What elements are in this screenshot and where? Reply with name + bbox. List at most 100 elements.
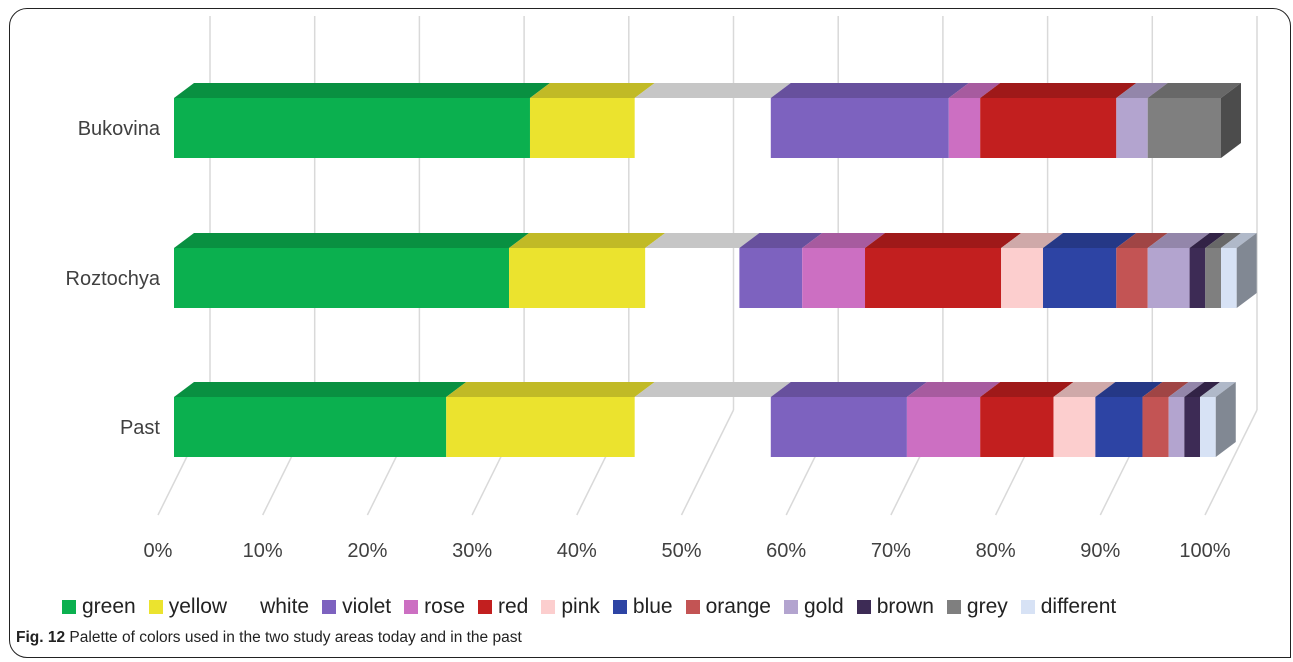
bar-top-violet [770, 83, 969, 98]
bar-top-white [634, 83, 791, 98]
bar-top-yellow [446, 382, 655, 397]
bar-gold [1147, 248, 1190, 308]
legend-swatch [322, 600, 337, 614]
x-tick-label: 80% [976, 540, 1016, 562]
category-label: Roztochya [66, 268, 161, 290]
bar-top-white [645, 233, 760, 248]
x-tick-label: 50% [661, 540, 701, 562]
bar-top-blue [1095, 382, 1163, 397]
bar-top-different [1200, 382, 1236, 397]
bar-top-pink [1053, 382, 1116, 397]
bar-top-green [174, 233, 530, 248]
legend-swatch [783, 600, 798, 614]
bar-gold [1168, 397, 1185, 457]
x-tick-label: 90% [1080, 540, 1120, 562]
bar-green [174, 248, 510, 308]
legend-item-white: white [240, 595, 309, 619]
legend-label: rose [424, 595, 465, 618]
category-label: Bukovina [78, 118, 161, 140]
legend-swatch [685, 600, 700, 614]
bar-top-rose [948, 83, 1001, 98]
legend-label: gold [803, 595, 844, 618]
bar-end-different [1236, 233, 1257, 308]
legend-item-red: red [478, 595, 528, 619]
bar-top-orange [1116, 233, 1168, 248]
bar-violet [770, 397, 907, 457]
legend-item-brown: brown [856, 595, 934, 619]
bar-rose [906, 397, 981, 457]
bar-top-violet [739, 233, 823, 248]
bar-top-grey [1147, 83, 1241, 98]
bar-red [980, 98, 1117, 158]
bar-pink [1001, 248, 1044, 308]
bar-rose [948, 98, 981, 158]
figure-caption: Fig. 12 Palette of colors used in the tw… [16, 629, 522, 647]
bar-top-brown [1189, 233, 1226, 248]
x-tick-label: 100% [1179, 540, 1230, 562]
bar-red [865, 248, 1002, 308]
legend-item-rose: rose [404, 595, 465, 619]
legend-item-different: different [1020, 595, 1116, 619]
legend-swatch [856, 600, 871, 614]
legend-label: violet [342, 595, 392, 618]
bar-rose [802, 248, 866, 308]
bar-top-yellow [529, 83, 655, 98]
legend-swatch [612, 600, 627, 614]
legend-item-yellow: yellow [148, 595, 228, 619]
bar-top-rose [802, 233, 886, 248]
bar-gold [1116, 98, 1148, 158]
legend: green yellow white violet rose red pink blue ora… [62, 592, 1129, 622]
legend-label: blue [632, 595, 673, 618]
bar-brown [1189, 248, 1206, 308]
legend-swatch [62, 600, 76, 614]
legend-item-pink: pink [541, 595, 600, 619]
bar-top-yellow [509, 233, 666, 248]
legend-item-violet: violet [322, 595, 391, 619]
bar-top-red [980, 382, 1074, 397]
figure-frame [9, 8, 1291, 658]
bar-grey [1205, 248, 1221, 308]
bar-top-red [980, 83, 1137, 98]
x-tick-label: 40% [557, 540, 597, 562]
bar-grey [1147, 98, 1221, 158]
bar-top-orange [1142, 382, 1189, 397]
bar-top-white [634, 382, 791, 397]
bar-red [980, 397, 1054, 457]
legend-label: yellow [168, 595, 228, 618]
x-tick-label: 20% [347, 540, 387, 562]
x-tick-label: 10% [243, 540, 283, 562]
legend-label: grey [966, 595, 1008, 618]
bar-top-gold [1168, 382, 1205, 397]
legend-label: white [260, 595, 310, 618]
bar-blue [1043, 248, 1117, 308]
bar-top-violet [770, 382, 927, 397]
bar-green [174, 397, 447, 457]
floor-gridline [680, 409, 735, 516]
bar-top-green [174, 83, 550, 98]
bar-blue [1095, 397, 1143, 457]
bar-green [174, 98, 530, 158]
bar-top-gold [1116, 83, 1168, 98]
x-tick-label: 70% [871, 540, 911, 562]
bar-violet [770, 98, 949, 158]
bar-orange [1116, 248, 1148, 308]
bar-pink [1053, 397, 1096, 457]
legend-swatch [404, 600, 419, 614]
legend-swatch [1020, 600, 1035, 614]
bar-top-pink [1001, 233, 1064, 248]
legend-item-orange: orange [685, 595, 771, 619]
bar-end-grey [1221, 83, 1241, 158]
bar-top-green [174, 382, 467, 397]
bar-top-different [1221, 233, 1257, 248]
bar-violet [739, 248, 803, 308]
legend-swatch [240, 600, 255, 614]
legend-item-green: green [62, 595, 136, 619]
legend-label: green [82, 595, 136, 618]
legend-item-gold: gold [783, 595, 844, 619]
legend-swatch [541, 600, 556, 614]
legend-swatch [946, 600, 961, 614]
bar-different [1221, 248, 1237, 308]
legend-item-grey: grey [946, 595, 1008, 619]
legend-label: pink [561, 595, 600, 618]
